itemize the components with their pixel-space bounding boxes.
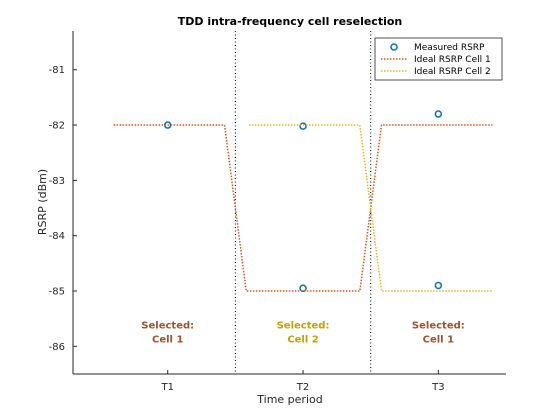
y-tick-label: -82 (49, 121, 65, 132)
measured-rsrp-point (299, 284, 307, 292)
legend-entry-label: Ideal RSRP Cell 1 (414, 55, 491, 65)
x-axis-label: Time period (256, 393, 322, 406)
selected-annotation-line2: Cell 2 (287, 335, 318, 346)
y-tick-label: -85 (49, 287, 65, 298)
measured-rsrp-point (434, 110, 443, 118)
x-tick-label: T3 (431, 382, 444, 393)
series-line-1 (113, 124, 493, 292)
x-tick-label: T2 (296, 382, 309, 393)
selected-annotation-line1: Selected: (141, 321, 194, 332)
series-line-2 (248, 124, 493, 292)
legend-marker-swatch (390, 43, 398, 51)
legend-entry-label: Measured RSRP (414, 43, 485, 53)
x-tick-label: T1 (160, 382, 173, 393)
selected-annotation-line1: Selected: (277, 321, 330, 332)
y-tick-label: -84 (49, 231, 65, 242)
measured-rsrp-point (299, 122, 307, 130)
y-tick-label: -83 (49, 176, 65, 187)
measured-rsrp-point (434, 281, 443, 290)
y-axis-label: RSRP (dBm) (36, 169, 49, 235)
y-tick-label: -81 (49, 65, 65, 76)
y-tick-label: -86 (49, 342, 65, 353)
selected-annotation-line2: Cell 1 (423, 335, 454, 346)
legend-entry-label: Ideal RSRP Cell 2 (414, 67, 491, 77)
selected-annotation-line1: Selected: (412, 321, 465, 332)
plot-area: -86 -85 -84 -83 -82 -81 T1 T2 T3 Selected: Cell 1 S… (49, 31, 506, 393)
selected-annotation-line2: Cell 1 (152, 335, 183, 346)
chart-title: TDD intra-frequency cell reselection (178, 15, 402, 28)
